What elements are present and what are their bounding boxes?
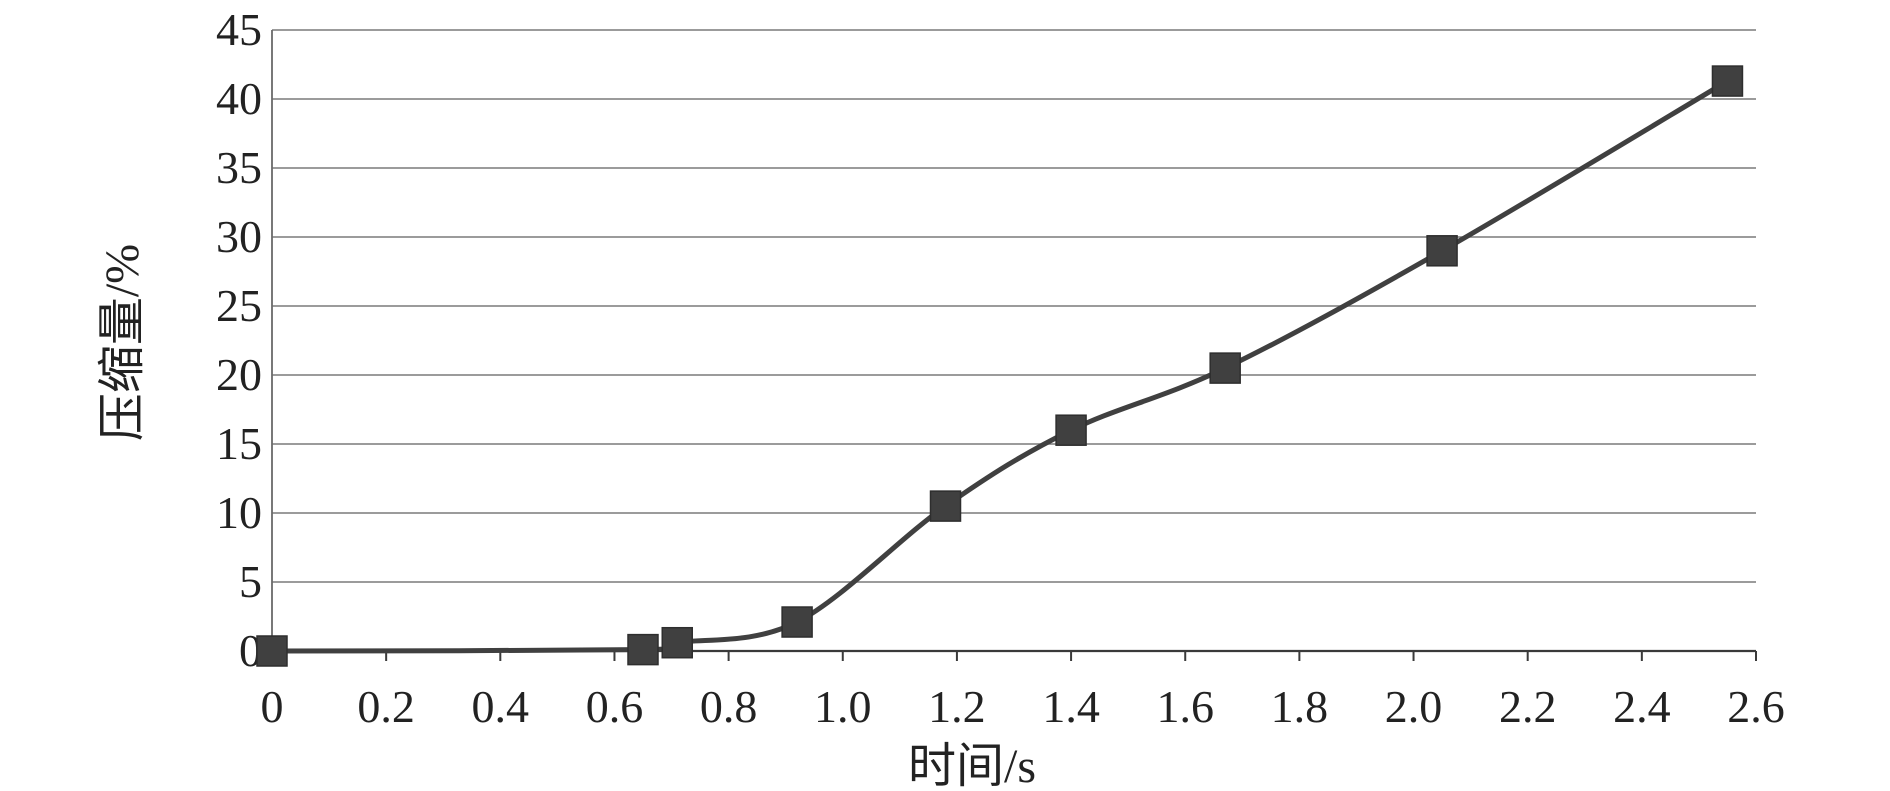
y-tick-label: 35 (216, 142, 262, 193)
y-tick-label: 10 (216, 487, 262, 538)
data-point-marker (256, 635, 288, 667)
x-axis-title: 时间/s (908, 740, 1036, 791)
x-tick-label: 1.2 (928, 681, 986, 732)
axes (271, 30, 1757, 661)
x-tick-label: 2.6 (1727, 681, 1785, 732)
x-tick-label: 1.6 (1156, 681, 1214, 732)
data-point-marker (1426, 235, 1458, 267)
y-tick-label: 20 (216, 349, 262, 400)
x-tick-label: 1.4 (1042, 681, 1100, 732)
series-line-path (271, 78, 1729, 654)
y-axis-title: 压缩量/% (96, 244, 149, 441)
data-point-marker (1209, 352, 1241, 384)
series-line (271, 78, 1729, 654)
y-tick-label: 40 (216, 73, 262, 124)
x-tick-label: 2.2 (1499, 681, 1557, 732)
x-tick-label: 2.4 (1613, 681, 1671, 732)
y-tick-label: 5 (239, 556, 262, 607)
data-point-marker (1055, 414, 1087, 446)
x-tick-label: 0.6 (586, 681, 644, 732)
gridlines (272, 29, 1756, 583)
x-tick-label: 0.4 (472, 681, 530, 732)
x-tick-label: 0.2 (357, 681, 415, 732)
x-tick-label: 1.0 (814, 681, 872, 732)
y-tick-label: 30 (216, 211, 262, 262)
data-point-marker (661, 626, 693, 659)
x-tick-label: 0.8 (700, 681, 758, 732)
data-point-marker (929, 490, 962, 522)
data-points (256, 65, 1744, 667)
y-tick-label: 45 (216, 4, 262, 55)
data-point-marker (627, 633, 659, 666)
x-tick-label: 2.0 (1385, 681, 1443, 732)
y-tick-label: 15 (216, 418, 262, 469)
data-point-marker (781, 606, 813, 638)
y-tick-label: 25 (216, 280, 262, 331)
x-tick-label: 0 (261, 681, 284, 732)
x-tick-label: 1.8 (1271, 681, 1329, 732)
x-axis-ticks: 0 0.2 0.4 0.6 0.8 1.0 1.2 1.4 1.6 1.8 2.0 2.2 2.4 2.6 (261, 681, 1785, 732)
data-point-marker (1711, 65, 1744, 97)
